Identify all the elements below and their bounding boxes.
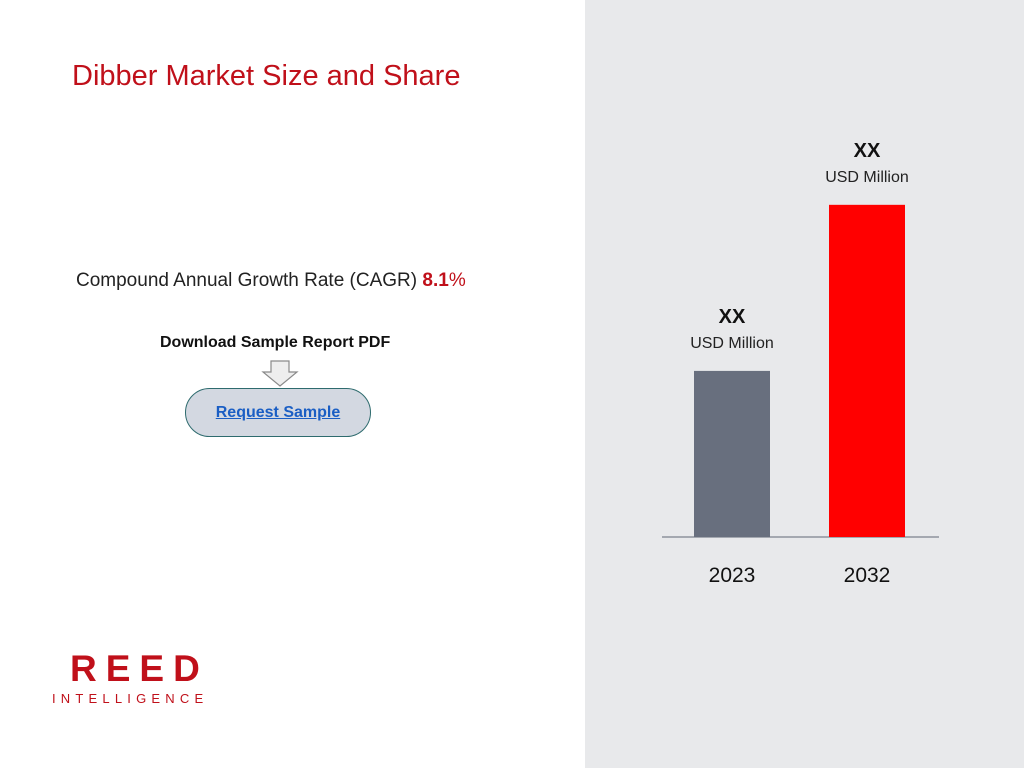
- x-tick-label-2023: 2023: [709, 564, 756, 587]
- bar-value-label-2032: XX: [854, 140, 881, 162]
- request-sample-link[interactable]: Request Sample: [215, 403, 341, 421]
- chart-panel-background: [585, 0, 1024, 768]
- bar-chart: XX USD Million 2023 XX USD Million 2032: [662, 140, 939, 587]
- bar-value-label-2023: XX: [719, 306, 746, 328]
- bar-2023: [694, 370, 770, 537]
- request-sample-button[interactable]: Request Sample: [185, 388, 371, 437]
- bar-unit-label-2032: USD Million: [825, 169, 909, 186]
- cagr-unit: %: [448, 270, 466, 291]
- page-title: Dibber Market Size and Share: [72, 60, 461, 92]
- bar-unit-label-2023: USD Million: [690, 335, 774, 352]
- cagr-value: 8.1: [422, 270, 449, 291]
- cagr-text: Compound Annual Growth Rate (CAGR) 8.1%: [76, 270, 466, 292]
- arrow-down-icon: [261, 360, 299, 387]
- cagr-label: Compound Annual Growth Rate (CAGR): [76, 270, 418, 291]
- logo-sub-text: INTELLIGENCE: [52, 691, 209, 706]
- logo-main-text: REED: [70, 648, 209, 689]
- reed-intelligence-logo: REED INTELLIGENCE: [52, 650, 209, 706]
- download-label: Download Sample Report PDF: [160, 334, 391, 351]
- x-tick-label-2032: 2032: [844, 564, 891, 587]
- bar-2032: [829, 204, 905, 537]
